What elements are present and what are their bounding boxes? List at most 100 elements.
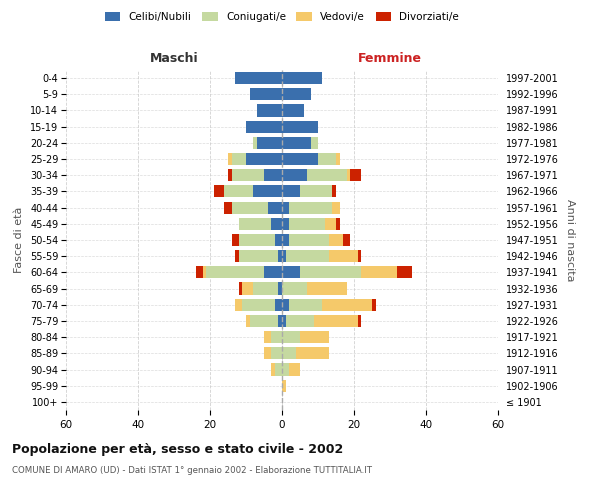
Bar — [307, 282, 347, 294]
Bar — [282, 364, 289, 376]
Bar — [282, 202, 289, 213]
Bar — [242, 282, 253, 294]
Bar — [228, 153, 232, 165]
Bar — [307, 169, 347, 181]
Bar — [271, 364, 275, 376]
Bar — [278, 282, 282, 294]
Bar — [332, 202, 340, 213]
Bar — [235, 250, 239, 262]
Bar — [250, 88, 282, 101]
Bar — [300, 266, 361, 278]
Bar — [235, 72, 282, 84]
Bar — [322, 298, 372, 311]
Bar — [224, 202, 232, 213]
Bar — [289, 202, 332, 213]
Bar — [253, 282, 278, 294]
Bar — [246, 315, 250, 327]
Bar — [239, 282, 242, 294]
Bar — [336, 153, 340, 165]
Bar — [239, 250, 278, 262]
Text: Femmine: Femmine — [358, 52, 422, 65]
Bar — [282, 137, 311, 149]
Bar — [361, 266, 397, 278]
Bar — [275, 298, 282, 311]
Bar — [397, 266, 412, 278]
Bar — [300, 186, 332, 198]
Bar — [271, 331, 282, 343]
Bar — [232, 234, 239, 246]
Bar — [289, 364, 300, 376]
Bar — [282, 72, 322, 84]
Bar — [282, 315, 286, 327]
Bar — [232, 169, 264, 181]
Bar — [206, 266, 264, 278]
Bar — [358, 250, 361, 262]
Bar — [264, 169, 282, 181]
Bar — [282, 298, 289, 311]
Bar — [350, 169, 361, 181]
Bar — [332, 186, 336, 198]
Text: Popolazione per età, sesso e stato civile - 2002: Popolazione per età, sesso e stato civil… — [12, 442, 343, 456]
Bar — [282, 186, 300, 198]
Bar — [343, 234, 350, 246]
Bar — [282, 218, 289, 230]
Bar — [289, 218, 325, 230]
Bar — [242, 298, 275, 311]
Bar — [278, 250, 282, 262]
Bar — [282, 88, 311, 101]
Bar — [286, 250, 329, 262]
Bar — [325, 218, 336, 230]
Y-axis label: Anni di nascita: Anni di nascita — [565, 198, 575, 281]
Bar — [278, 315, 282, 327]
Bar — [347, 169, 350, 181]
Bar — [282, 234, 289, 246]
Bar — [264, 331, 271, 343]
Bar — [275, 234, 282, 246]
Bar — [257, 137, 282, 149]
Bar — [336, 218, 340, 230]
Bar — [232, 202, 268, 213]
Bar — [329, 250, 358, 262]
Bar — [253, 186, 282, 198]
Bar — [257, 104, 282, 117]
Bar — [264, 348, 271, 360]
Bar — [246, 153, 282, 165]
Bar — [246, 120, 282, 132]
Bar — [224, 186, 253, 198]
Bar — [282, 104, 304, 117]
Bar — [203, 266, 206, 278]
Bar — [311, 137, 318, 149]
Bar — [282, 282, 307, 294]
Bar — [282, 153, 318, 165]
Bar — [282, 250, 286, 262]
Text: COMUNE DI AMARO (UD) - Dati ISTAT 1° gennaio 2002 - Elaborazione TUTTITALIA.IT: COMUNE DI AMARO (UD) - Dati ISTAT 1° gen… — [12, 466, 372, 475]
Bar — [289, 234, 329, 246]
Bar — [239, 218, 271, 230]
Bar — [268, 202, 282, 213]
Bar — [214, 186, 224, 198]
Bar — [372, 298, 376, 311]
Bar — [296, 348, 329, 360]
Bar — [358, 315, 361, 327]
Bar — [318, 153, 336, 165]
Bar — [282, 380, 286, 392]
Bar — [271, 348, 282, 360]
Bar — [282, 348, 296, 360]
Bar — [282, 169, 307, 181]
Bar — [264, 266, 282, 278]
Bar — [286, 315, 314, 327]
Bar — [289, 298, 322, 311]
Bar — [253, 137, 257, 149]
Bar — [235, 298, 242, 311]
Y-axis label: Fasce di età: Fasce di età — [14, 207, 25, 273]
Bar — [282, 266, 300, 278]
Bar — [282, 331, 300, 343]
Bar — [275, 364, 282, 376]
Bar — [282, 120, 318, 132]
Bar — [329, 234, 343, 246]
Bar — [232, 153, 246, 165]
Bar — [250, 315, 278, 327]
Bar — [196, 266, 203, 278]
Bar — [228, 169, 232, 181]
Bar — [300, 331, 329, 343]
